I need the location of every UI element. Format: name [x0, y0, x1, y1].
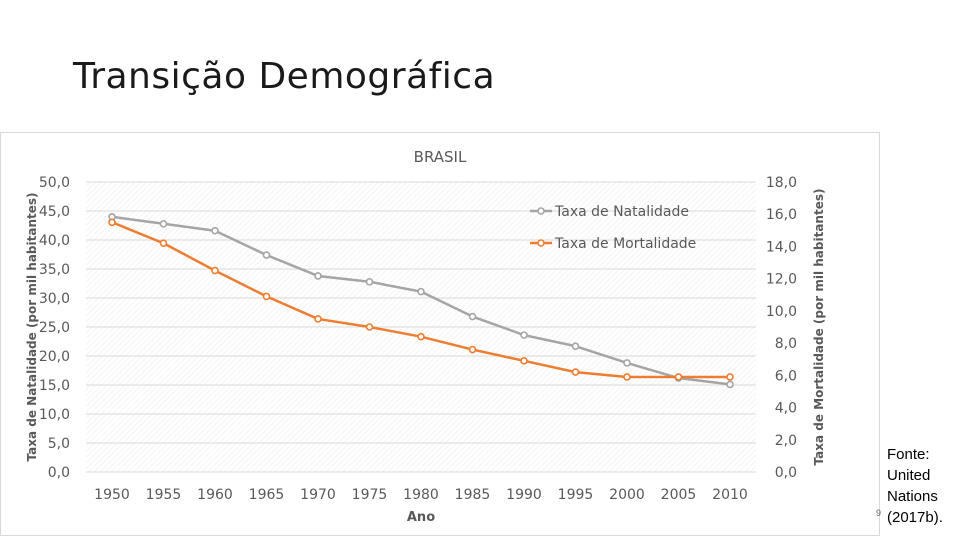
data-point-mortalidade: [468, 345, 477, 354]
y-left-tick-label: 10,0: [39, 407, 70, 423]
x-tick-label: 1995: [558, 487, 594, 503]
y-right-tick-label: 8,0: [775, 336, 797, 352]
data-point-natalidade: [468, 312, 477, 321]
x-tick-label: 1960: [197, 487, 233, 503]
data-point-natalidade: [623, 359, 631, 367]
legend-marker: [537, 239, 545, 247]
data-point-mortalidade: [314, 315, 322, 323]
data-point-mortalidade: [726, 373, 734, 381]
source-line-4: (2017b).: [887, 509, 943, 526]
data-point-mortalidade: [520, 357, 528, 365]
x-tick-label: 1970: [300, 487, 336, 503]
chart-frame: [0, 132, 880, 536]
data-point-mortalidade: [674, 373, 683, 381]
source-line-1: Fonte:: [887, 446, 930, 463]
x-tick-label: 1980: [403, 487, 439, 503]
y-left-tick-label: 0,0: [48, 465, 70, 481]
y-left-tick-label: 45,0: [39, 204, 70, 220]
data-point-natalidade: [520, 331, 528, 339]
slide-number: 9: [876, 508, 882, 518]
chart-title: BRASIL: [414, 148, 467, 166]
legend-label: Taxa de Mortalidade: [554, 236, 696, 252]
data-point-mortalidade: [623, 373, 631, 381]
source-note: Fonte: United Nations (2017b).: [878, 444, 958, 528]
legend-marker: [537, 207, 545, 215]
y-right-tick-label: 12,0: [766, 272, 797, 288]
y-right-tick-label: 4,0: [775, 401, 797, 417]
data-point-natalidade: [262, 251, 271, 259]
x-tick-label: 1965: [249, 487, 285, 503]
x-tick-label: 1950: [94, 487, 130, 503]
data-point-mortalidade: [108, 218, 116, 227]
data-point-natalidade: [211, 226, 219, 235]
y-left-tick-label: 35,0: [39, 262, 70, 278]
y-left-tick-label: 25,0: [39, 320, 70, 336]
data-point-mortalidade: [159, 239, 168, 248]
x-tick-label: 2005: [661, 487, 697, 503]
data-point-natalidade: [726, 380, 734, 389]
data-point-natalidade: [571, 342, 580, 350]
y-right-tick-label: 18,0: [766, 175, 797, 191]
y-right-tick-label: 6,0: [775, 368, 797, 384]
x-tick-label: 1975: [352, 487, 388, 503]
y-right-tick-label: 16,0: [766, 207, 797, 223]
y-left-tick-label: 40,0: [39, 233, 70, 249]
data-point-natalidade: [314, 272, 322, 280]
y-right-tick-label: 2,0: [775, 433, 797, 449]
y-left-tick-label: 5,0: [48, 436, 70, 452]
source-line-3: Nations: [887, 488, 938, 505]
legend-label: Taxa de Natalidade: [554, 204, 689, 220]
data-point-mortalidade: [365, 323, 374, 331]
y-left-tick-label: 30,0: [39, 291, 70, 307]
y-left-tick-label: 50,0: [39, 175, 70, 191]
x-tick-label: 2000: [609, 487, 645, 503]
x-axis-title: Ano: [407, 510, 435, 525]
data-point-mortalidade: [571, 368, 580, 376]
data-point-natalidade: [365, 277, 374, 286]
data-point-natalidade: [417, 287, 425, 296]
x-tick-label: 1955: [146, 487, 182, 503]
y-left-tick-label: 15,0: [39, 378, 70, 394]
source-line-2: United: [887, 467, 931, 484]
y-right-tick-label: 14,0: [766, 239, 797, 255]
y-left-tick-label: 20,0: [39, 349, 70, 365]
data-point-mortalidade: [211, 266, 219, 275]
y-right-tick-label: 10,0: [766, 304, 797, 320]
x-tick-label: 1990: [506, 487, 542, 503]
data-point-natalidade: [159, 219, 168, 228]
data-point-mortalidade: [417, 332, 425, 341]
slide-title: Transição Demográfica: [73, 56, 496, 97]
y-left-axis-title: Taxa de Natalidade (por mil habitantes): [25, 193, 39, 462]
y-right-tick-label: 0,0: [775, 465, 797, 481]
data-point-mortalidade: [262, 292, 271, 301]
x-tick-label: 2010: [712, 487, 748, 503]
x-tick-label: 1985: [455, 487, 491, 503]
y-right-axis-title: Taxa de Mortalidade (por mil habitantes): [812, 189, 826, 466]
